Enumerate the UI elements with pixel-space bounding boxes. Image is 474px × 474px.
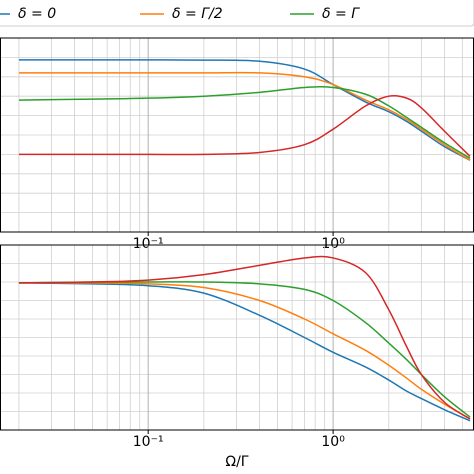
- series-line: [18, 282, 471, 422]
- series-line: [18, 282, 471, 420]
- x-axis-label: Ω/Γ: [225, 454, 248, 470]
- x-tick-label: 10⁻¹: [133, 434, 164, 450]
- plot-area: [0, 38, 474, 232]
- series-line: [18, 281, 471, 418]
- x-tick-label: 10⁰: [321, 434, 345, 450]
- plot-area: [0, 245, 474, 430]
- legend-label: δ = Γ: [322, 6, 360, 22]
- legend-label: δ = Γ/2: [172, 6, 223, 22]
- legend-label: δ = 0: [18, 6, 56, 22]
- x-tick-label: 10⁻¹: [133, 236, 164, 252]
- series-line: [18, 71, 471, 161]
- series-line: [18, 94, 471, 157]
- legend-box: [0, 0, 474, 27]
- series-line: [18, 85, 471, 159]
- x-tick-label: 10⁰: [321, 236, 345, 252]
- series-line: [18, 255, 471, 420]
- series-line: [18, 59, 471, 161]
